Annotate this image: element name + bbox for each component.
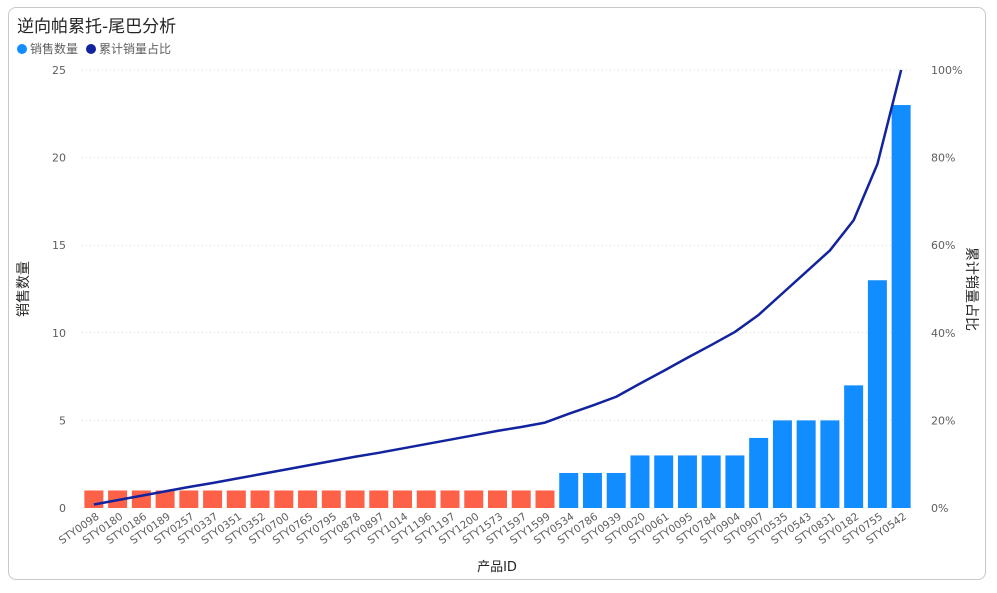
bar[interactable] [749,437,769,508]
bar[interactable] [179,490,199,508]
bar[interactable] [464,490,484,508]
y2-tick-label: 60% [931,239,955,252]
y2-axis-label: 累计销量占比 [963,247,979,331]
y-tick-label: 20 [52,152,66,165]
bar[interactable] [203,490,223,508]
y-axis-label: 销售数量 [16,261,32,317]
bar[interactable] [582,472,602,508]
chart-title: 逆向帕累托-尾巴分析 [17,17,177,37]
y-tick-label: 10 [52,327,66,340]
bar[interactable] [511,490,531,508]
bar[interactable] [274,490,294,508]
bar[interactable] [606,472,626,508]
bar[interactable] [844,385,864,508]
bar[interactable] [820,420,840,508]
bar[interactable] [84,490,104,508]
bar[interactable] [891,105,911,508]
y2-tick-label: 0% [931,502,948,515]
bar[interactable] [701,455,721,508]
bar[interactable] [535,490,555,508]
legend: 销售数量 累计销量占比 [17,40,171,57]
bar[interactable] [725,455,745,508]
x-axis-ticks: STY0098STY0180STY0186STY0189STY0257STY03… [57,510,909,547]
bar[interactable] [345,490,365,508]
bar[interactable] [440,490,460,508]
bars [84,105,911,508]
legend-item-sales[interactable]: 销售数量 [17,40,78,57]
x-axis-label: 产品ID [477,560,517,575]
legend-dot-sales-icon [17,43,27,54]
bar[interactable] [155,490,175,508]
bar[interactable] [369,490,389,508]
bar[interactable] [677,455,697,508]
bar[interactable] [654,455,674,508]
bar[interactable] [226,490,246,508]
bar[interactable] [867,280,887,508]
legend-dot-cumulative-icon [86,43,97,54]
bar[interactable] [250,490,270,508]
bar[interactable] [416,490,436,508]
bar[interactable] [559,472,579,508]
y-axis-ticks: 0 5 10 15 20 25 [52,64,66,515]
bar[interactable] [393,490,413,508]
bar[interactable] [298,490,318,508]
bar[interactable] [796,420,816,508]
legend-label-sales: 销售数量 [30,42,79,56]
gridlines [82,69,913,421]
legend-item-cumulative[interactable]: 累计销量占比 [86,40,171,57]
bar[interactable] [630,455,650,508]
bar[interactable] [131,490,151,508]
y-tick-label: 5 [59,414,66,427]
y2-tick-label: 20% [931,414,955,427]
legend-label-cumulative: 累计销量占比 [99,42,172,56]
bar[interactable] [488,490,507,508]
cumulative-series-line[interactable] [93,69,903,506]
y-tick-label: 25 [52,64,66,77]
y2-tick-label: 80% [931,152,955,165]
y2-tick-label: 100% [931,64,962,77]
cumulative-line [93,69,903,506]
y2-tick-label: 40% [931,327,955,340]
bar[interactable] [321,490,341,508]
bar[interactable] [772,420,792,508]
y-tick-label: 15 [52,239,66,252]
y-tick-label: 0 [59,502,66,515]
y2-axis-ticks: 0% 20% 40% 60% 80% 100% [931,64,962,515]
